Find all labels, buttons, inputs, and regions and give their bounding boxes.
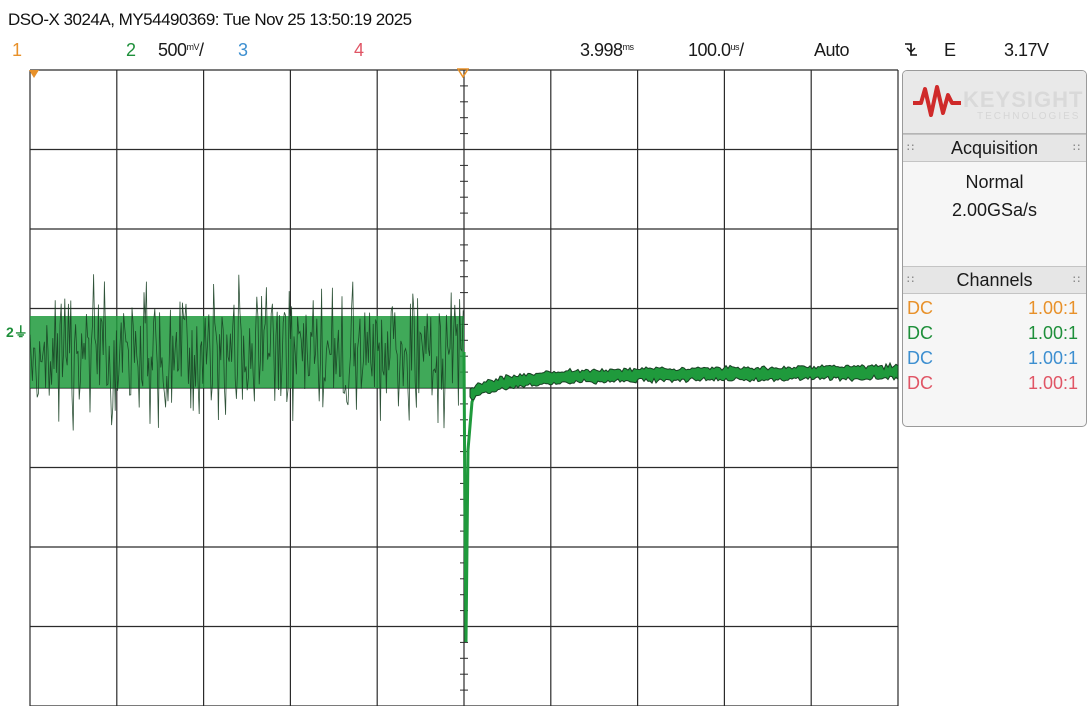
timebase-unit: us: [730, 42, 740, 52]
channel-1-label[interactable]: 1: [12, 40, 23, 60]
channel-4-row[interactable]: DC 1.00:1: [903, 371, 1086, 396]
timebase[interactable]: 100.0us/: [688, 40, 744, 61]
logo-text: KEYSIGHT: [963, 87, 1084, 112]
channel-2-coupling: DC: [907, 323, 933, 343]
channel-2-ground-marker-icon[interactable]: 2⏚: [6, 324, 28, 340]
channels-title: Channels: [956, 270, 1033, 290]
trigger-level[interactable]: 3.17V: [1004, 40, 1049, 60]
channel-2-scale-suffix: /: [199, 40, 204, 60]
channel-2-scale-unit: mV: [186, 42, 200, 52]
channel-1-probe: 1.00:1: [1027, 298, 1078, 318]
channel-4-label[interactable]: 4: [354, 40, 365, 60]
falling-edge-icon[interactable]: [904, 40, 918, 63]
acquisition-header[interactable]: ∷ Acquisition ∷: [903, 134, 1086, 162]
acquisition-body: Normal 2.00GSa/s: [903, 162, 1086, 266]
trigger-source[interactable]: E: [944, 40, 957, 60]
timebase-value: 100.0: [688, 40, 731, 60]
channel-2-ground-marker-label: 2: [6, 324, 14, 340]
timebase-suffix: /: [739, 40, 744, 60]
grip-icon: ∷: [907, 142, 914, 154]
channel-4-probe: 1.00:1: [1027, 373, 1078, 393]
acquisition-mode: Normal: [965, 172, 1024, 192]
waveform-display[interactable]: [29, 69, 899, 706]
channel-1-trigger-marker-icon[interactable]: [29, 70, 39, 78]
trigger-mode[interactable]: Auto: [814, 40, 850, 60]
trigger-position-marker-icon[interactable]: [457, 68, 469, 78]
channel-2-probe: 1.00:1: [1027, 323, 1078, 343]
grip-icon: ∷: [1073, 142, 1080, 154]
channel-3-row[interactable]: DC 1.00:1: [903, 346, 1086, 371]
acquisition-rate: 2.00GSa/s: [951, 200, 1038, 220]
channels-header[interactable]: ∷ Channels ∷: [903, 266, 1086, 294]
channel-2-row[interactable]: DC 1.00:1: [903, 321, 1086, 346]
settling-trace: [469, 361, 899, 401]
graticule: [29, 69, 899, 706]
grip-icon: ∷: [907, 274, 914, 286]
window-title: DSO-X 3024A, MY54490369: Tue Nov 25 13:5…: [8, 10, 412, 29]
channel-2-scale[interactable]: 500mV/: [158, 40, 204, 61]
channel-3-probe: 1.00:1: [1027, 348, 1078, 368]
noise-band: [30, 316, 464, 388]
logo-subtext: TECHNOLOGIES: [977, 111, 1081, 122]
channel-2-scale-value: 500: [158, 40, 187, 60]
keysight-logo: KEYSIGHT TECHNOLOGIES: [903, 71, 1086, 134]
channel-2-trace: [29, 274, 899, 643]
horizontal-delay[interactable]: 3.998ms: [580, 40, 634, 61]
channel-4-coupling: DC: [907, 373, 933, 393]
grip-icon: ∷: [1073, 274, 1080, 286]
channel-3-label[interactable]: 3: [238, 40, 249, 60]
side-panel: KEYSIGHT TECHNOLOGIES ∷ Acquisition ∷ No…: [902, 70, 1087, 427]
delay-value: 3.998: [580, 40, 623, 60]
noise-trace: [29, 274, 464, 431]
channel-1-row[interactable]: DC 1.00:1: [903, 296, 1086, 321]
delay-unit: ms: [622, 42, 635, 52]
channel-2-label[interactable]: 2: [126, 40, 137, 60]
acquisition-title: Acquisition: [950, 138, 1039, 158]
channel-3-coupling: DC: [907, 348, 933, 368]
keysight-wave-icon: [913, 85, 961, 117]
channel-1-coupling: DC: [907, 298, 933, 318]
